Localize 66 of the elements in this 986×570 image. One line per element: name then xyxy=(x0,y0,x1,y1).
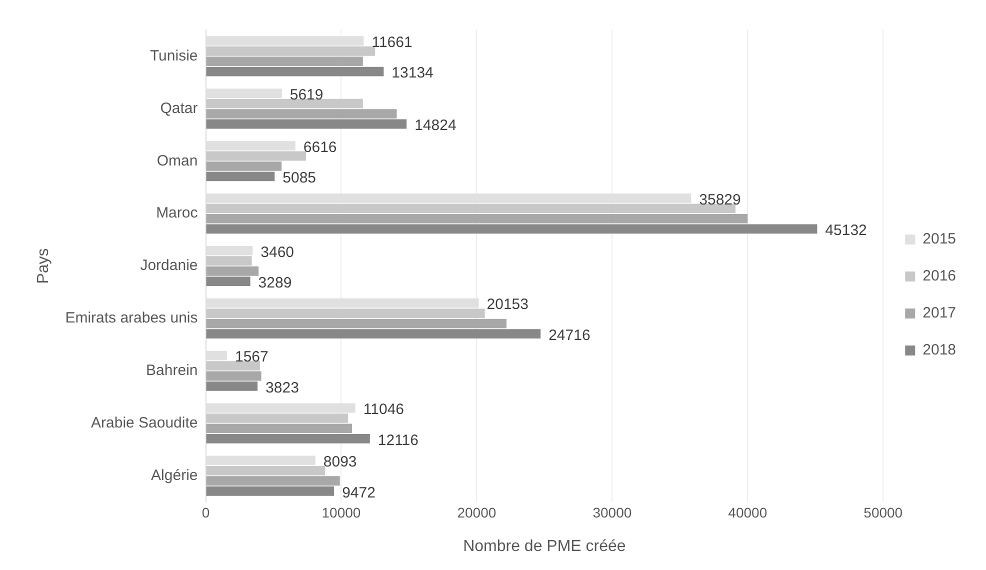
data-label: 8093 xyxy=(323,454,357,471)
y-tick-label: Emirats arabes unis xyxy=(65,310,198,327)
bar xyxy=(206,486,334,496)
bar xyxy=(206,414,348,423)
bar xyxy=(206,214,748,224)
bar xyxy=(206,382,258,391)
legend-label: 2016 xyxy=(922,268,956,285)
y-tick-label: Arabie Saoudite xyxy=(91,414,198,432)
x-tick-label: 30000 xyxy=(592,504,632,520)
bar xyxy=(206,224,818,234)
bar xyxy=(206,162,282,171)
bar xyxy=(206,329,541,338)
bar xyxy=(206,361,260,370)
bar xyxy=(206,466,325,476)
y-tick-label: Algérie xyxy=(151,466,198,484)
data-label: 20153 xyxy=(486,296,528,314)
bar xyxy=(206,318,507,328)
legend-label: 2018 xyxy=(922,342,956,359)
data-label: 35829 xyxy=(699,191,741,208)
bar xyxy=(206,98,363,108)
x-tick-label: 10000 xyxy=(322,504,361,520)
data-label: 3289 xyxy=(258,274,292,292)
x-tick-label: 0 xyxy=(202,504,210,520)
data-label: 5619 xyxy=(290,86,324,104)
y-tick-label: Qatar xyxy=(160,100,198,117)
bar xyxy=(206,66,384,76)
bar xyxy=(206,119,407,129)
bar xyxy=(206,204,736,214)
x-tick-label: 20000 xyxy=(457,504,496,520)
bar xyxy=(206,266,259,276)
bar xyxy=(206,109,397,118)
data-label: 1567 xyxy=(234,348,268,366)
data-label: 9472 xyxy=(342,484,376,502)
bar xyxy=(206,371,262,381)
y-axis-title: Pays xyxy=(35,248,52,284)
bar xyxy=(206,476,340,486)
y-tick-label: Bahrein xyxy=(146,362,198,380)
y-tick-label: Maroc xyxy=(156,204,198,222)
data-label: 3460 xyxy=(260,244,294,261)
bar xyxy=(206,434,370,444)
x-tick-label: 50000 xyxy=(864,504,903,520)
legend-label: 2015 xyxy=(922,230,956,248)
data-label: 11046 xyxy=(363,401,404,418)
x-tick-label: 40000 xyxy=(728,504,768,520)
y-tick-label: Tunisie xyxy=(150,47,198,64)
data-label: 5085 xyxy=(282,170,316,187)
bar xyxy=(206,46,376,56)
y-tick-label: Jordanie xyxy=(140,257,198,274)
data-label: 3823 xyxy=(266,379,299,396)
bar xyxy=(206,151,306,161)
bar xyxy=(206,256,252,266)
bar xyxy=(206,308,485,318)
bar xyxy=(206,276,250,286)
data-label: 6616 xyxy=(303,138,337,156)
y-tick-label: Oman xyxy=(156,152,198,170)
data-label: 14824 xyxy=(414,117,456,134)
bar xyxy=(206,56,363,66)
data-label: 13134 xyxy=(392,64,434,82)
data-label: 11661 xyxy=(372,34,412,52)
data-label: 12116 xyxy=(378,432,419,449)
bar xyxy=(206,424,352,434)
data-label: 24716 xyxy=(548,326,590,344)
x-axis-title: Nombre de PME créée xyxy=(463,538,626,555)
data-label: 45132 xyxy=(825,222,867,240)
legend-label: 2017 xyxy=(922,304,956,322)
bar xyxy=(206,172,275,182)
